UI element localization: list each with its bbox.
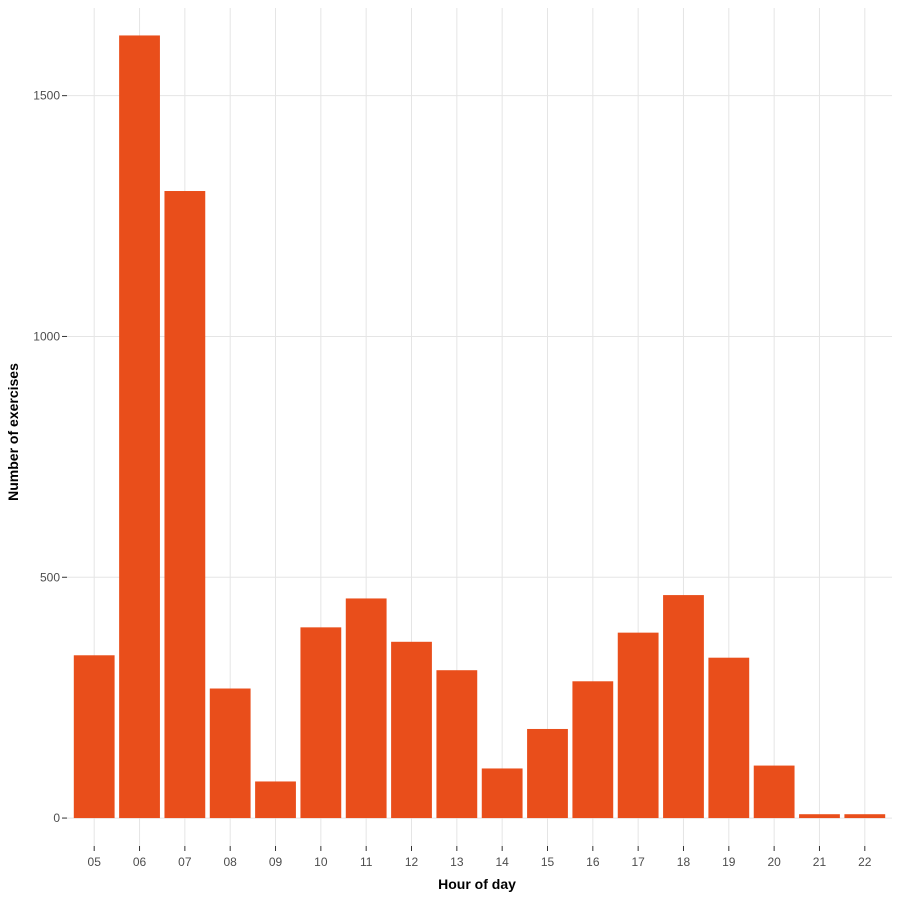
bar-05 — [73, 655, 115, 819]
x-axis: 05 06 07 08 09 10 11 12 13 14 15 16 17 18 19 20 21 22 — [88, 846, 872, 869]
x-tick-label: 11 — [360, 855, 373, 869]
x-tick-label: 14 — [495, 855, 509, 869]
x-tick-label: 16 — [586, 855, 600, 869]
x-tick-label: 09 — [269, 855, 283, 869]
x-tick-label: 06 — [133, 855, 147, 869]
bar-11 — [345, 598, 387, 819]
x-tick-label: 17 — [631, 855, 645, 869]
x-tick-label: 18 — [677, 855, 691, 869]
x-axis-title: Hour of day — [438, 876, 516, 892]
x-tick-label: 07 — [178, 855, 192, 869]
y-axis-title: Number of exercises — [5, 363, 21, 501]
bar-07 — [164, 191, 206, 819]
bar-21 — [799, 814, 840, 819]
bar-14 — [481, 768, 523, 819]
bar-15 — [527, 728, 568, 819]
x-tick-label: 21 — [813, 855, 827, 869]
bar-13 — [436, 670, 478, 819]
bar-20 — [753, 765, 795, 819]
bar-22 — [844, 814, 886, 819]
x-tick-label: 19 — [722, 855, 736, 869]
bar-17 — [617, 632, 659, 819]
x-tick-label: 08 — [224, 855, 238, 869]
bar-10 — [300, 627, 342, 819]
bar-16 — [572, 681, 614, 819]
x-tick-label: 10 — [314, 855, 328, 869]
bar-19 — [708, 657, 750, 819]
y-tick-label: 1500 — [33, 89, 60, 103]
y-tick-label: 0 — [53, 811, 60, 825]
bar-18 — [663, 595, 704, 819]
x-tick-label: 05 — [88, 855, 102, 869]
bar-09 — [255, 781, 296, 819]
bar-08 — [209, 688, 251, 819]
bar-12 — [391, 641, 432, 819]
y-axis: 0 500 1000 1500 — [33, 89, 67, 825]
bar-series — [73, 35, 886, 819]
y-tick-label: 1000 — [33, 329, 60, 343]
x-tick-label: 20 — [767, 855, 781, 869]
x-tick-label: 12 — [405, 855, 419, 869]
x-tick-label: 22 — [858, 855, 872, 869]
bar-06 — [119, 35, 160, 819]
x-tick-label: 13 — [450, 855, 464, 869]
y-tick-label: 500 — [40, 570, 60, 584]
x-tick-label: 15 — [541, 855, 555, 869]
